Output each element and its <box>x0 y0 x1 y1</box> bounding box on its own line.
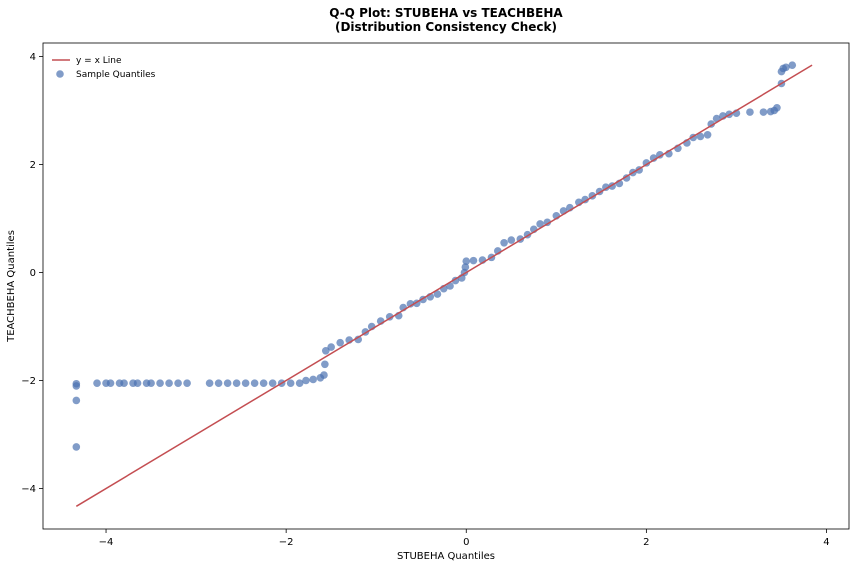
sample-quantile-point <box>782 63 790 72</box>
sample-quantile-point <box>406 300 415 308</box>
y-tick-label: 4 <box>30 52 36 63</box>
sample-quantile-point <box>773 104 781 112</box>
sample-quantile-point <box>183 379 191 388</box>
sample-quantile-point <box>268 379 277 388</box>
x-tick-label: 4 <box>823 537 829 548</box>
sample-quantile-point <box>295 379 304 388</box>
sample-quantile-point <box>309 375 317 384</box>
sample-quantile-point <box>462 257 471 265</box>
marks-layer <box>72 61 813 507</box>
sample-quantile-point <box>93 379 101 388</box>
sample-quantile-point <box>147 379 155 388</box>
sample-quantile-point <box>759 108 768 116</box>
reference-line-y-equals-x <box>75 64 813 507</box>
sample-quantile-point <box>72 396 81 405</box>
sample-quantile-point <box>72 443 81 451</box>
sample-quantile-point <box>72 379 81 388</box>
sample-quantile-point <box>469 256 478 265</box>
y-tick-label: 2 <box>30 160 36 171</box>
sample-quantile-point <box>302 376 310 385</box>
chart-title: Q-Q Plot: STUBEHA vs TEACHBEHA <box>329 6 563 20</box>
sample-quantile-point <box>703 131 712 139</box>
sample-quantile-point <box>241 379 250 388</box>
y-tick-label: −2 <box>21 376 36 387</box>
legend-label-points: Sample Quantiles <box>76 70 156 80</box>
sample-quantile-point <box>120 379 128 388</box>
sample-quantile-point <box>106 379 115 388</box>
legend-label-line: y = x Line <box>76 56 122 66</box>
sample-quantile-point <box>433 290 442 298</box>
plot-area: −4 −2 0 2 4 −4 −2 0 2 4 <box>21 42 850 548</box>
x-tick-label: −2 <box>279 537 294 548</box>
sample-quantile-point <box>354 335 362 344</box>
sample-quantile-point <box>165 379 173 388</box>
sample-quantile-point <box>250 379 259 388</box>
sample-quantile-point <box>320 371 328 379</box>
y-tick-label: 0 <box>30 268 36 279</box>
sample-quantile-point <box>500 239 508 247</box>
sample-quantile-point <box>649 154 658 162</box>
sample-quantile-point <box>746 108 754 116</box>
sample-quantile-point <box>461 263 470 271</box>
sample-quantile-point <box>286 379 295 388</box>
sample-quantile-point <box>174 379 182 388</box>
legend-point-swatch <box>56 70 64 78</box>
ticks-layer: −4 −2 0 2 4 −4 −2 0 2 4 <box>21 52 829 548</box>
legend: y = x Line Sample Quantiles <box>52 56 156 80</box>
sample-quantile-point <box>133 379 142 388</box>
y-tick-label: −4 <box>21 484 36 495</box>
x-tick-label: 0 <box>463 537 469 548</box>
sample-quantile-point <box>536 220 544 228</box>
sample-quantile-point <box>507 236 516 244</box>
sample-quantile-point <box>336 338 344 347</box>
sample-quantile-point <box>223 379 232 388</box>
sample-quantile-point <box>232 379 241 388</box>
sample-quantile-point <box>321 360 329 369</box>
y-axis-label: TEACHBEHA Quantiles <box>6 230 17 343</box>
sample-quantile-point <box>696 132 705 141</box>
chart-subtitle: (Distribution Consistency Check) <box>335 20 557 34</box>
sample-quantile-point <box>214 379 223 388</box>
x-axis-label: STUBEHA Quantiles <box>397 551 495 562</box>
sample-quantile-point <box>321 347 330 355</box>
sample-quantile-point <box>788 61 797 69</box>
sample-quantile-point <box>327 343 335 351</box>
sample-quantile-point <box>156 379 164 388</box>
sample-quantile-point <box>259 379 268 388</box>
x-tick-label: −4 <box>99 537 114 548</box>
x-tick-label: 2 <box>643 537 649 548</box>
sample-quantile-point <box>205 379 214 388</box>
